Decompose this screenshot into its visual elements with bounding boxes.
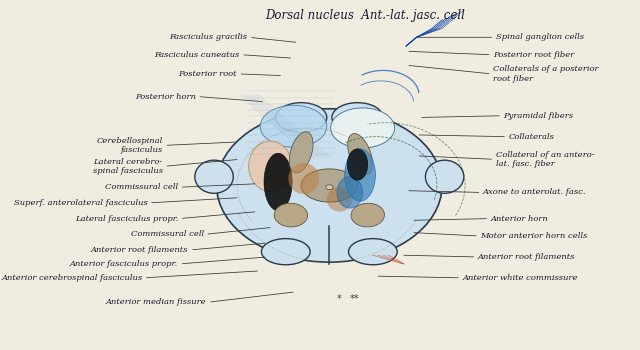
Ellipse shape	[345, 149, 376, 201]
Text: Posterior root fiber: Posterior root fiber	[493, 51, 575, 59]
Text: Anterior cerebrospinal fasciculus: Anterior cerebrospinal fasciculus	[1, 274, 142, 282]
Text: Collateral of an antero-
lat. fasc. fiber: Collateral of an antero- lat. fasc. fibe…	[496, 151, 595, 168]
Text: Fasciculus cuneatus: Fasciculus cuneatus	[154, 51, 239, 59]
Text: Anterior root filaments: Anterior root filaments	[91, 246, 188, 254]
Ellipse shape	[337, 177, 363, 208]
Ellipse shape	[195, 160, 233, 193]
Text: Anterior white commissure: Anterior white commissure	[463, 274, 578, 282]
Ellipse shape	[348, 149, 368, 180]
Text: Motor anterior horn cells: Motor anterior horn cells	[481, 232, 588, 240]
Ellipse shape	[301, 169, 358, 202]
Ellipse shape	[426, 160, 464, 193]
Text: *: *	[337, 294, 342, 304]
Ellipse shape	[348, 134, 372, 175]
Ellipse shape	[332, 103, 383, 132]
Ellipse shape	[289, 163, 319, 194]
Text: Anterior fasciculus propr.: Anterior fasciculus propr.	[70, 260, 178, 268]
Text: Cerebellospinal
fasciculus: Cerebellospinal fasciculus	[97, 137, 163, 154]
Text: Spinal ganglion cells: Spinal ganglion cells	[496, 33, 584, 41]
Ellipse shape	[260, 105, 327, 147]
Text: Anterior median fissure: Anterior median fissure	[106, 298, 206, 306]
Ellipse shape	[327, 187, 353, 212]
Text: Superf. anterolateral fasciculus: Superf. anterolateral fasciculus	[13, 199, 147, 207]
Text: Fasciculus gracilis: Fasciculus gracilis	[170, 33, 247, 41]
Text: Lateral fasciculus propr.: Lateral fasciculus propr.	[75, 215, 178, 223]
Text: Collaterals: Collaterals	[509, 133, 554, 141]
Text: Dorsal nucleus  Ant.-lat. jasc. cell: Dorsal nucleus Ant.-lat. jasc. cell	[265, 9, 465, 22]
Ellipse shape	[264, 153, 292, 211]
Text: Anterior root filaments: Anterior root filaments	[478, 253, 575, 261]
Ellipse shape	[276, 103, 327, 132]
Text: Collaterals of a posterior
root fiber: Collaterals of a posterior root fiber	[493, 65, 599, 83]
Text: Anterior horn: Anterior horn	[491, 215, 548, 223]
Text: Pyramidal fibers: Pyramidal fibers	[504, 112, 573, 120]
Text: Commissural cell: Commissural cell	[131, 230, 204, 238]
Text: Posterior root: Posterior root	[179, 70, 237, 78]
Text: Lateral cerebro-
spinal fasciculus: Lateral cerebro- spinal fasciculus	[93, 158, 163, 175]
Text: **: **	[350, 294, 360, 304]
Ellipse shape	[349, 239, 397, 265]
Circle shape	[216, 109, 442, 262]
Circle shape	[326, 185, 333, 190]
Text: Posterior horn: Posterior horn	[135, 92, 196, 100]
Ellipse shape	[289, 132, 313, 173]
Ellipse shape	[351, 203, 385, 227]
Text: Axone to anterolat. fasc.: Axone to anterolat. fasc.	[483, 188, 586, 196]
Ellipse shape	[261, 239, 310, 265]
Ellipse shape	[331, 108, 395, 148]
Ellipse shape	[274, 203, 308, 227]
Ellipse shape	[248, 141, 292, 191]
Text: Commissural cell: Commissural cell	[105, 183, 178, 191]
